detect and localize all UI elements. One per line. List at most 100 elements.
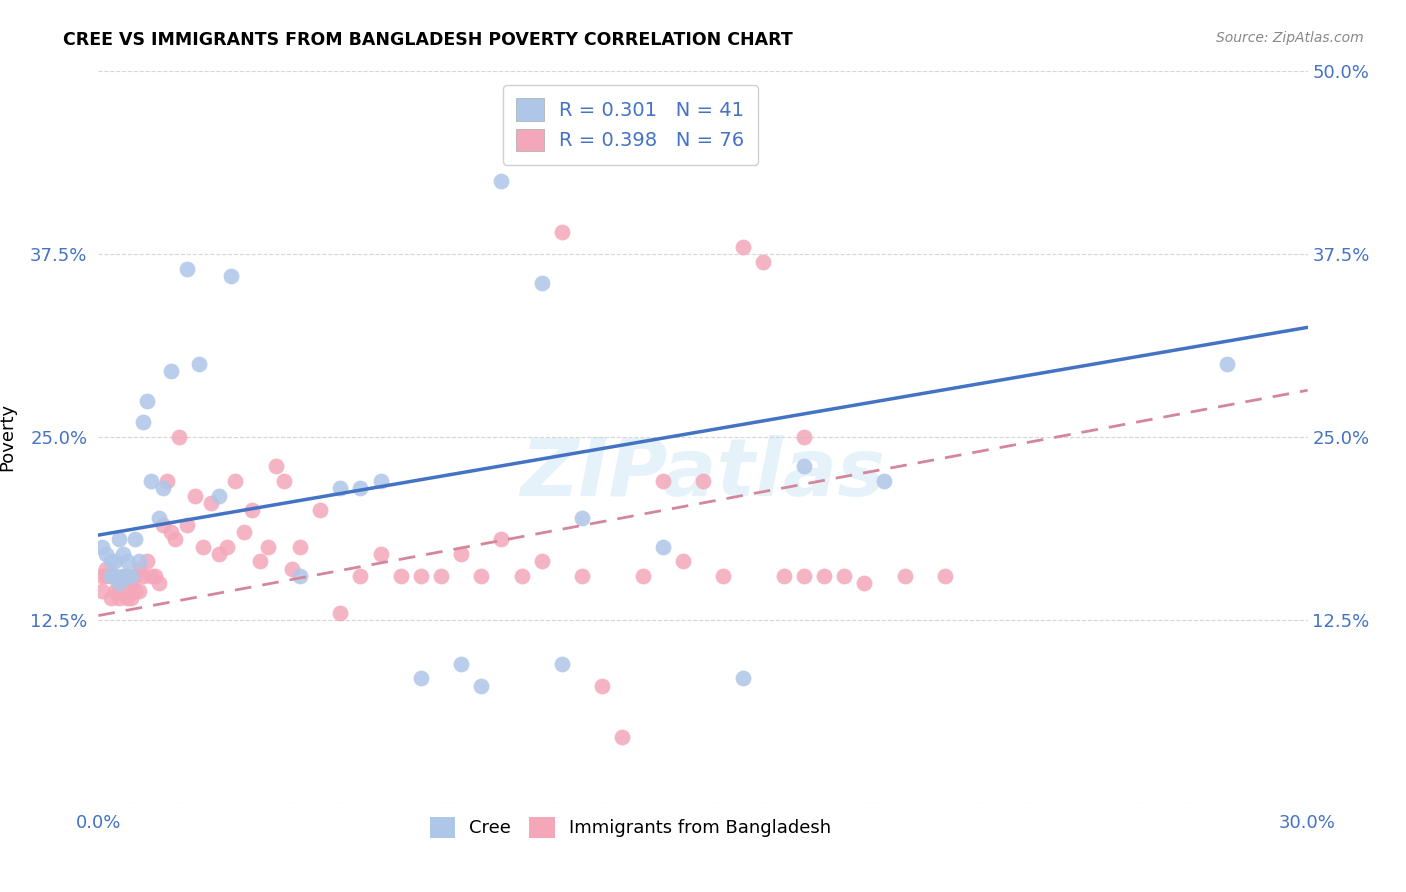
Point [530,277,553,291]
Point [281,562,304,576]
Point [491,174,513,188]
Point [111,576,134,591]
Point [273,474,295,488]
Point [96,547,118,561]
Point [96,569,118,583]
Point [389,569,412,583]
Point [551,657,574,671]
Point [217,540,239,554]
Point [813,569,835,583]
Point [120,576,142,591]
Point [349,481,371,495]
Point [167,430,190,444]
Point [470,679,492,693]
Point [148,576,170,591]
Legend: Cree, Immigrants from Bangladesh: Cree, Immigrants from Bangladesh [422,810,838,845]
Point [711,569,734,583]
Point [249,554,271,568]
Point [152,517,174,532]
Point [100,554,122,568]
Point [163,533,186,547]
Point [160,525,183,540]
Point [591,679,613,693]
Point [651,474,673,488]
Point [934,569,956,583]
Point [853,576,876,591]
Point [100,569,122,583]
Point [450,547,472,561]
Point [100,569,122,583]
Point [288,540,311,554]
Point [240,503,263,517]
Point [115,554,138,568]
Point [612,730,634,744]
Point [176,261,198,276]
Point [120,569,142,583]
Point [91,540,114,554]
Point [793,430,815,444]
Point [264,459,287,474]
Point [115,569,138,583]
Point [100,591,122,605]
Point [120,591,142,605]
Point [752,254,775,268]
Point [128,583,150,598]
Point [551,225,574,239]
Point [124,569,146,583]
Point [111,569,134,583]
Point [793,569,815,583]
Text: ZIPatlas: ZIPatlas [520,434,886,513]
Point [370,547,392,561]
Point [111,547,134,561]
Point [139,474,162,488]
Point [139,569,162,583]
Point [793,459,815,474]
Point [329,606,352,620]
Point [873,474,896,488]
Point [128,554,150,568]
Point [450,657,472,671]
Point [651,540,673,554]
Point [115,569,138,583]
Point [132,569,155,583]
Point [232,525,254,540]
Point [184,489,207,503]
Point [135,393,157,408]
Point [832,569,855,583]
Point [103,583,125,598]
Point [288,569,311,583]
Point [631,569,654,583]
Point [530,554,553,568]
Point [224,474,246,488]
Point [143,569,166,583]
Point [409,569,432,583]
Point [107,576,129,591]
Point [309,503,332,517]
Point [124,583,146,598]
Point [329,481,352,495]
Point [115,591,138,605]
Point [103,554,125,568]
Point [148,510,170,524]
Point [571,569,593,583]
Point [208,547,231,561]
Point [91,569,114,583]
Point [132,416,155,430]
Point [103,569,125,583]
Point [107,533,129,547]
Point [510,569,533,583]
Point [349,569,371,583]
Point [176,517,198,532]
Text: Source: ZipAtlas.com: Source: ZipAtlas.com [1216,31,1364,45]
Point [208,489,231,503]
Point [430,569,453,583]
Point [107,591,129,605]
Point [107,583,129,598]
Point [1216,357,1239,371]
Point [91,583,114,598]
Point [491,533,513,547]
Point [124,533,146,547]
Point [128,562,150,576]
Point [893,569,915,583]
Point [221,269,243,284]
